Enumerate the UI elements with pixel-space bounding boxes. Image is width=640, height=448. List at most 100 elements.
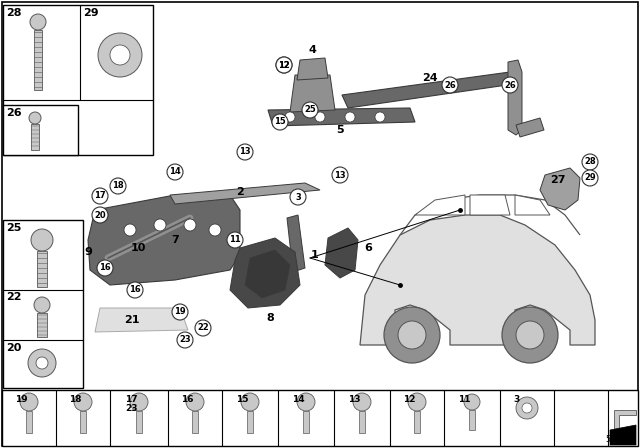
Bar (3, 220, 83, 388)
Circle shape (272, 114, 288, 130)
Bar (31, 124, 39, 150)
Circle shape (20, 393, 38, 411)
Circle shape (408, 393, 426, 411)
Text: 27: 27 (550, 175, 566, 185)
Circle shape (237, 144, 253, 160)
Text: 22: 22 (6, 292, 22, 302)
Circle shape (127, 282, 143, 298)
Circle shape (74, 393, 92, 411)
Text: 4: 4 (308, 45, 316, 55)
Polygon shape (360, 215, 595, 345)
Text: 18: 18 (112, 181, 124, 190)
Circle shape (276, 57, 292, 73)
Text: 12: 12 (403, 395, 415, 404)
Text: 2: 2 (236, 187, 244, 197)
Circle shape (184, 219, 196, 231)
Circle shape (375, 112, 385, 122)
Text: 25: 25 (304, 105, 316, 115)
Text: 14: 14 (292, 395, 305, 404)
Circle shape (276, 57, 292, 73)
Polygon shape (325, 228, 358, 278)
Text: 16: 16 (129, 285, 141, 294)
Polygon shape (342, 72, 514, 108)
Text: 29: 29 (584, 173, 596, 182)
Bar (26, 411, 32, 433)
Text: 15: 15 (236, 395, 248, 404)
Text: 6: 6 (364, 243, 372, 253)
Circle shape (582, 170, 598, 186)
Circle shape (130, 393, 148, 411)
Bar (2, 390, 638, 446)
Text: 18: 18 (69, 395, 81, 404)
Circle shape (345, 112, 355, 122)
Text: 26: 26 (6, 108, 22, 118)
Circle shape (36, 357, 48, 369)
Bar (37, 313, 47, 337)
Text: 29: 29 (83, 8, 99, 18)
Text: 11: 11 (229, 236, 241, 245)
Circle shape (582, 154, 598, 170)
Polygon shape (95, 308, 188, 332)
Text: 8: 8 (266, 313, 274, 323)
Text: 15: 15 (274, 117, 286, 126)
Circle shape (227, 232, 243, 248)
Bar (80, 411, 86, 433)
Text: 26: 26 (504, 81, 516, 90)
Bar (136, 411, 142, 433)
Text: 3: 3 (513, 395, 519, 404)
Bar (359, 411, 365, 433)
Circle shape (285, 112, 295, 122)
Text: 25: 25 (6, 223, 21, 233)
Circle shape (172, 304, 188, 320)
Text: 20: 20 (94, 211, 106, 220)
Circle shape (290, 189, 306, 205)
Bar (37, 251, 47, 287)
Circle shape (30, 14, 46, 30)
Text: 19: 19 (15, 395, 28, 404)
Circle shape (522, 403, 532, 413)
Text: 26: 26 (444, 81, 456, 90)
Circle shape (124, 224, 136, 236)
Circle shape (241, 393, 259, 411)
Text: 21: 21 (124, 315, 140, 325)
Bar (3, 5, 153, 155)
Text: 19: 19 (174, 307, 186, 316)
Circle shape (110, 45, 130, 65)
Text: 7: 7 (171, 235, 179, 245)
Text: 13: 13 (239, 147, 251, 156)
Bar (3, 105, 78, 155)
Polygon shape (297, 58, 328, 80)
Text: 22: 22 (197, 323, 209, 332)
Polygon shape (508, 60, 522, 135)
Circle shape (98, 33, 142, 77)
Circle shape (502, 307, 558, 363)
Circle shape (502, 77, 518, 93)
Text: 28: 28 (6, 8, 22, 18)
Polygon shape (415, 195, 465, 215)
Polygon shape (268, 108, 415, 126)
Text: 10: 10 (131, 243, 146, 253)
Circle shape (177, 332, 193, 348)
Circle shape (315, 112, 325, 122)
Circle shape (516, 397, 538, 419)
Text: 13: 13 (334, 171, 346, 180)
Text: 16: 16 (181, 395, 193, 404)
Text: 11: 11 (458, 395, 470, 404)
Circle shape (34, 297, 50, 313)
Polygon shape (290, 75, 335, 112)
Text: 5: 5 (336, 125, 344, 135)
Circle shape (209, 224, 221, 236)
Text: 12: 12 (278, 60, 290, 69)
Text: 13: 13 (348, 395, 360, 404)
Polygon shape (170, 183, 320, 204)
Circle shape (516, 321, 544, 349)
Polygon shape (245, 250, 290, 298)
Text: 17: 17 (94, 191, 106, 201)
Circle shape (442, 77, 458, 93)
Text: 16: 16 (99, 263, 111, 272)
Bar (303, 411, 309, 433)
Circle shape (31, 229, 53, 251)
Polygon shape (540, 168, 580, 210)
Circle shape (154, 219, 166, 231)
Text: 1: 1 (311, 250, 319, 260)
